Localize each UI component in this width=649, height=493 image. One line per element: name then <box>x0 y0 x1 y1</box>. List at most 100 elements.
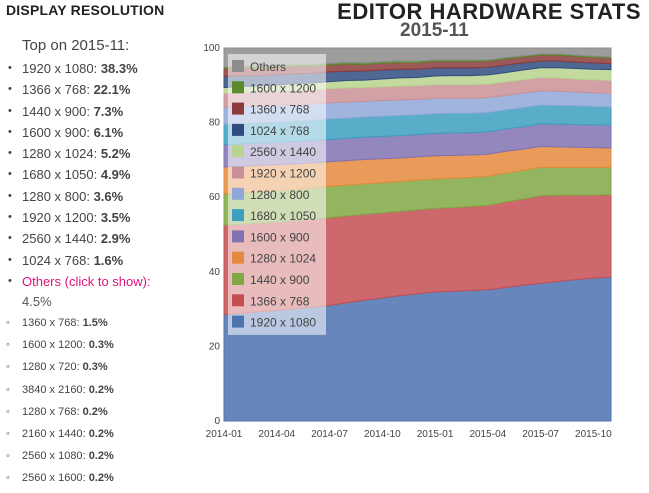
other-resolution-item: 2160 x 1440: 0.2% <box>0 423 205 445</box>
x-tick-label: 2014-01 <box>206 429 243 440</box>
other-resolution-percent: 0.2% <box>88 472 114 485</box>
y-tick-label: 0 <box>214 416 220 427</box>
legend-swatch[interactable] <box>232 102 244 115</box>
legend-label[interactable]: 1680 x 1050 <box>250 209 316 223</box>
top-resolution-item: 1280 x 800: 3.6% <box>0 186 205 207</box>
x-tick-label: 2014-10 <box>364 429 401 440</box>
other-resolution-item: 1280 x 768: 0.2% <box>0 401 205 423</box>
legend-swatch[interactable] <box>232 145 244 158</box>
legend-swatch[interactable] <box>232 251 244 264</box>
chart-axes: 0 20 40 60 80 100 2014-01 2014-04 2014-07 2014-10… <box>203 43 612 440</box>
other-resolution-label: 2160 x 1440 <box>22 427 83 440</box>
legend-swatch[interactable] <box>232 209 244 222</box>
top-resolution-item: 1680 x 1050: 4.9% <box>0 164 205 185</box>
others-percent: 4.5% <box>22 293 52 309</box>
legend-swatch[interactable] <box>232 81 244 94</box>
legend-label[interactable]: Others <box>250 60 286 74</box>
other-resolution-percent: 0.3% <box>88 339 114 352</box>
x-tick-label: 2015-07 <box>522 429 559 440</box>
other-resolution-label: 1280 x 768 <box>22 405 77 418</box>
top-resolution-label: 1600 x 900 <box>22 124 87 140</box>
legend-label[interactable]: 1440 x 900 <box>250 273 310 287</box>
other-resolution-item: 1280 x 720: 0.3% <box>0 356 205 378</box>
other-resolution-item: 2560 x 1080: 0.2% <box>0 445 205 467</box>
y-tick-label: 20 <box>209 341 221 352</box>
other-resolution-percent: 0.2% <box>82 405 108 418</box>
other-resolution-label: 2560 x 1080 <box>22 450 83 463</box>
top-resolution-item: 1366 x 768: 22.1% <box>0 79 205 100</box>
legend-label[interactable]: 1920 x 1080 <box>250 316 316 330</box>
top-resolution-percent: 6.1% <box>93 124 124 140</box>
top-resolutions-list: 1920 x 1080: 38.3%1366 x 768: 22.1%1440 … <box>0 58 205 271</box>
top-resolution-percent: 22.1% <box>93 82 131 98</box>
top-resolution-percent: 3.6% <box>93 188 124 204</box>
main-title: EDITOR HARDWARE STATS <box>337 0 641 24</box>
top-resolution-label: 1280 x 1024 <box>22 146 94 162</box>
x-tick-label: 2014-04 <box>258 429 295 440</box>
legend-label[interactable]: 1360 x 768 <box>250 103 310 117</box>
top-resolution-percent: 4.9% <box>100 167 131 183</box>
top-resolution-label: 1920 x 1200 <box>22 210 94 226</box>
top-resolution-label: 1280 x 800 <box>22 188 87 204</box>
legend-label[interactable]: 1280 x 1024 <box>250 252 316 266</box>
top-resolution-item: 1440 x 900: 7.3% <box>0 101 205 122</box>
other-resolution-label: 1280 x 720 <box>22 361 77 374</box>
legend-label[interactable]: 1024 x 768 <box>250 124 310 138</box>
top-resolution-percent: 1.6% <box>93 252 124 268</box>
legend-swatch[interactable] <box>232 230 244 243</box>
legend-swatch[interactable] <box>232 187 244 200</box>
legend-label[interactable]: 1600 x 1200 <box>250 81 316 95</box>
y-tick-label: 60 <box>209 192 221 203</box>
legend-swatch[interactable] <box>232 123 244 136</box>
legend-background <box>228 54 326 335</box>
top-resolution-percent: 3.5% <box>100 210 131 226</box>
y-tick-label: 40 <box>209 267 221 278</box>
x-tick-label: 2015-10 <box>575 429 612 440</box>
legend-swatch[interactable] <box>232 273 244 285</box>
legend-label[interactable]: 1920 x 1200 <box>250 167 316 181</box>
top-resolution-label: 1440 x 900 <box>22 103 87 119</box>
other-resolution-label: 1360 x 768 <box>22 316 77 329</box>
legend-label[interactable]: 1600 x 900 <box>250 230 310 244</box>
legend-swatch[interactable] <box>232 60 244 72</box>
top-resolution-item: 1920 x 1200: 3.5% <box>0 207 205 228</box>
top-resolution-percent: 38.3% <box>100 61 138 76</box>
legend-swatch[interactable] <box>232 294 244 307</box>
other-resolution-percent: 1.5% <box>82 316 108 329</box>
other-resolution-label: 2560 x 1600 <box>22 472 83 485</box>
stats-heading: Top on 2015-11: <box>22 37 130 54</box>
top-resolution-label: 1680 x 1050 <box>22 167 94 183</box>
stats-panel: Top on 2015-11: 1920 x 1080: 38.3%1366 x… <box>0 36 205 489</box>
top-resolution-label: 1024 x 768 <box>22 252 87 268</box>
other-resolution-percent: 0.2% <box>88 427 114 440</box>
other-resolution-label: 3840 x 2160 <box>22 383 83 396</box>
y-tick-label: 80 <box>209 118 221 129</box>
legend-label[interactable]: 1366 x 768 <box>250 294 310 308</box>
legend-label[interactable]: 1280 x 800 <box>250 188 310 202</box>
chart-legend: Others 1600 x 1200 1360 x 768 1024 x 768 256… <box>228 54 326 335</box>
other-resolution-item: 3840 x 2160: 0.2% <box>0 379 205 401</box>
others-resolutions-list: 1360 x 768: 1.5%1600 x 1200: 0.3%1280 x … <box>0 312 205 490</box>
x-tick-label: 2015-01 <box>417 429 454 440</box>
top-resolution-item: 1920 x 1080: 38.3% <box>0 58 205 79</box>
x-tick-label: 2015-04 <box>470 429 507 440</box>
chart-subtitle: 2015-11 <box>400 20 469 41</box>
legend-swatch[interactable] <box>232 315 244 328</box>
others-toggle-link[interactable]: Others (click to show): <box>0 271 205 292</box>
top-resolution-item: 1024 x 768: 1.6% <box>0 250 205 271</box>
top-resolution-item: 1280 x 1024: 5.2% <box>0 143 205 164</box>
other-resolution-label: 1600 x 1200 <box>22 339 83 352</box>
top-resolution-label: 1366 x 768 <box>22 82 87 98</box>
top-resolution-label: 1920 x 1080 <box>22 61 94 76</box>
other-resolution-percent: 0.3% <box>82 361 108 374</box>
top-resolution-percent: 2.9% <box>100 231 131 247</box>
other-resolution-percent: 0.2% <box>88 450 114 463</box>
other-resolution-item: 1360 x 768: 1.5% <box>0 312 205 334</box>
top-resolution-percent: 5.2% <box>100 146 131 162</box>
top-resolution-item: 1600 x 900: 6.1% <box>0 122 205 143</box>
x-tick-label: 2014-07 <box>311 429 348 440</box>
legend-swatch[interactable] <box>232 166 244 179</box>
legend-label[interactable]: 2560 x 1440 <box>250 145 316 159</box>
y-tick-label: 100 <box>203 43 220 54</box>
